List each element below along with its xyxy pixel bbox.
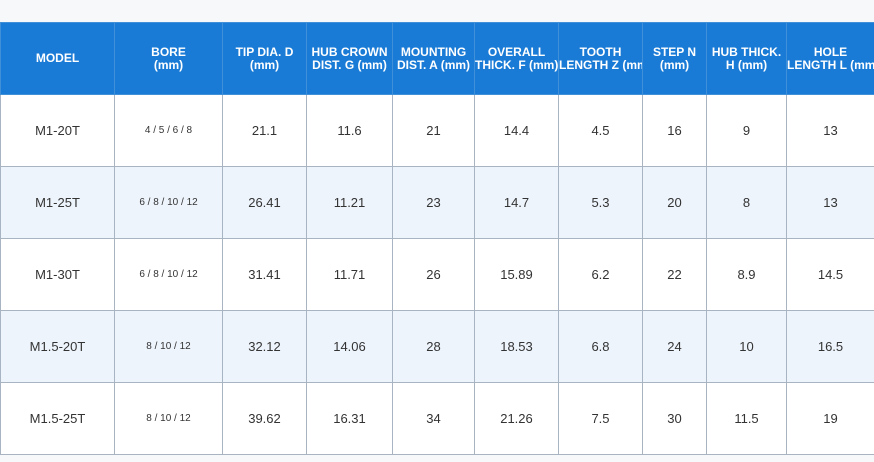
cell-mounting-dist: 28 bbox=[392, 310, 475, 383]
cell-tooth-length: 4.5 bbox=[558, 94, 643, 167]
cell-model: M1-25T bbox=[0, 166, 115, 239]
cell-tip-dia: 26.41 bbox=[222, 166, 307, 239]
table-row: M1.5-20T 8 / 10 / 12 32.12 14.06 28 18.53 6.8 2… bbox=[0, 310, 874, 383]
cell-hub-thick: 8.9 bbox=[706, 238, 787, 311]
table-row: M1-30T 6 / 8 / 10 / 12 31.41 11.71 26 15.89 6.… bbox=[0, 238, 874, 311]
cell-hole-length: 13 bbox=[786, 166, 874, 239]
cell-model: M1-20T bbox=[0, 94, 115, 167]
header-hub-thick-line: HUB THICK. bbox=[711, 44, 782, 59]
cell-tip-dia: 32.12 bbox=[222, 310, 307, 383]
cell-overall-thick: 14.4 bbox=[474, 94, 559, 167]
cell-hub-thick: 8 bbox=[706, 166, 787, 239]
cell-step: 20 bbox=[642, 166, 707, 239]
cell-hole-length: 14.5 bbox=[786, 238, 874, 311]
cell-step: 24 bbox=[642, 310, 707, 383]
table-header: MODEL BORE (mm) TIP DIA. D (mm) HUB CROWN DIST… bbox=[0, 22, 874, 95]
cell-hub-crown-dist: 11.6 bbox=[306, 94, 393, 167]
cell-hub-thick: 9 bbox=[706, 94, 787, 167]
cell-hub-crown-dist: 16.31 bbox=[306, 382, 393, 455]
cell-overall-thick: 18.53 bbox=[474, 310, 559, 383]
cell-bore: 8 / 10 / 12 bbox=[114, 382, 223, 455]
header-tooth-length-line: LENGTH Z (mm) bbox=[559, 57, 643, 72]
header-hole-length: HOLE LENGTH L (mm) bbox=[786, 22, 874, 95]
cell-hole-length: 16.5 bbox=[786, 310, 874, 383]
cell-step: 30 bbox=[642, 382, 707, 455]
cell-bore: 8 / 10 / 12 bbox=[114, 310, 223, 383]
table-body: M1-20T 4 / 5 / 6 / 8 21.1 11.6 21 14.4 4.5 16 9 1… bbox=[0, 94, 874, 455]
cell-overall-thick: 14.7 bbox=[474, 166, 559, 239]
spec-table-container: MODEL BORE (mm) TIP DIA. D (mm) HUB CROWN DIST… bbox=[0, 22, 874, 455]
cell-step: 22 bbox=[642, 238, 707, 311]
cell-bore: 6 / 8 / 10 / 12 bbox=[114, 166, 223, 239]
header-hub-crown-dist-line: DIST. G (mm) bbox=[312, 57, 387, 72]
cell-hole-length: 13 bbox=[786, 94, 874, 167]
cell-tip-dia: 21.1 bbox=[222, 94, 307, 167]
header-tip-dia: TIP DIA. D (mm) bbox=[222, 22, 307, 95]
header-mounting-dist-line: DIST. A (mm) bbox=[396, 57, 471, 72]
header-hub-thick-line: H (mm) bbox=[725, 57, 768, 72]
header-hole-length-line: HOLE bbox=[813, 44, 848, 59]
header-overall-thick-line: OVERALL bbox=[487, 44, 546, 59]
cell-bore: 6 / 8 / 10 / 12 bbox=[114, 238, 223, 311]
cell-mounting-dist: 23 bbox=[392, 166, 475, 239]
cell-model: M1-30T bbox=[0, 238, 115, 311]
header-model-line: MODEL bbox=[35, 51, 80, 65]
cell-mounting-dist: 34 bbox=[392, 382, 475, 455]
header-bore: BORE (mm) bbox=[114, 22, 223, 95]
cell-tooth-length: 6.8 bbox=[558, 310, 643, 383]
cell-step: 16 bbox=[642, 94, 707, 167]
cell-mounting-dist: 21 bbox=[392, 94, 475, 167]
table-row: M1-25T 6 / 8 / 10 / 12 26.41 11.21 23 14.7 5.3… bbox=[0, 166, 874, 239]
header-step-line: (mm) bbox=[659, 57, 690, 72]
header-step: STEP N (mm) bbox=[642, 22, 707, 95]
cell-tooth-length: 5.3 bbox=[558, 166, 643, 239]
cell-model: M1.5-25T bbox=[0, 382, 115, 455]
cell-tooth-length: 7.5 bbox=[558, 382, 643, 455]
header-hub-thick: HUB THICK. H (mm) bbox=[706, 22, 787, 95]
cell-hub-crown-dist: 14.06 bbox=[306, 310, 393, 383]
cell-tip-dia: 31.41 bbox=[222, 238, 307, 311]
header-mounting-dist: MOUNTING DIST. A (mm) bbox=[392, 22, 475, 95]
cell-tip-dia: 39.62 bbox=[222, 382, 307, 455]
cell-hub-thick: 11.5 bbox=[706, 382, 787, 455]
header-hub-crown-dist-line: HUB CROWN bbox=[311, 44, 388, 59]
table-row: M1.5-25T 8 / 10 / 12 39.62 16.31 34 21.26 7.5 3… bbox=[0, 382, 874, 455]
cell-hub-thick: 10 bbox=[706, 310, 787, 383]
cell-overall-thick: 21.26 bbox=[474, 382, 559, 455]
cell-tooth-length: 6.2 bbox=[558, 238, 643, 311]
header-overall-thick-line: THICK. F (mm) bbox=[475, 57, 559, 72]
header-hub-crown-dist: HUB CROWN DIST. G (mm) bbox=[306, 22, 393, 95]
header-row: MODEL BORE (mm) TIP DIA. D (mm) HUB CROWN DIST… bbox=[0, 22, 874, 95]
cell-hole-length: 19 bbox=[786, 382, 874, 455]
header-mounting-dist-line: MOUNTING bbox=[400, 44, 467, 59]
header-tooth-length: TOOTH LENGTH Z (mm) bbox=[558, 22, 643, 95]
header-bore-line: BORE bbox=[151, 44, 186, 59]
gear-spec-table: MODEL BORE (mm) TIP DIA. D (mm) HUB CROWN DIST… bbox=[0, 22, 874, 455]
cell-bore: 4 / 5 / 6 / 8 bbox=[114, 94, 223, 167]
header-model: MODEL bbox=[0, 22, 115, 95]
header-tip-dia-line: (mm) bbox=[249, 57, 280, 72]
header-hole-length-line: LENGTH L (mm) bbox=[787, 57, 874, 72]
header-overall-thick: OVERALL THICK. F (mm) bbox=[474, 22, 559, 95]
table-row: M1-20T 4 / 5 / 6 / 8 21.1 11.6 21 14.4 4.5 16 9 1… bbox=[0, 94, 874, 167]
header-step-line: STEP N bbox=[652, 44, 697, 59]
cell-hub-crown-dist: 11.71 bbox=[306, 238, 393, 311]
header-tooth-length-line: TOOTH bbox=[579, 44, 622, 59]
cell-model: M1.5-20T bbox=[0, 310, 115, 383]
header-bore-line: (mm) bbox=[153, 57, 184, 72]
header-tip-dia-line: TIP DIA. D bbox=[235, 44, 294, 59]
cell-hub-crown-dist: 11.21 bbox=[306, 166, 393, 239]
cell-overall-thick: 15.89 bbox=[474, 238, 559, 311]
cell-mounting-dist: 26 bbox=[392, 238, 475, 311]
